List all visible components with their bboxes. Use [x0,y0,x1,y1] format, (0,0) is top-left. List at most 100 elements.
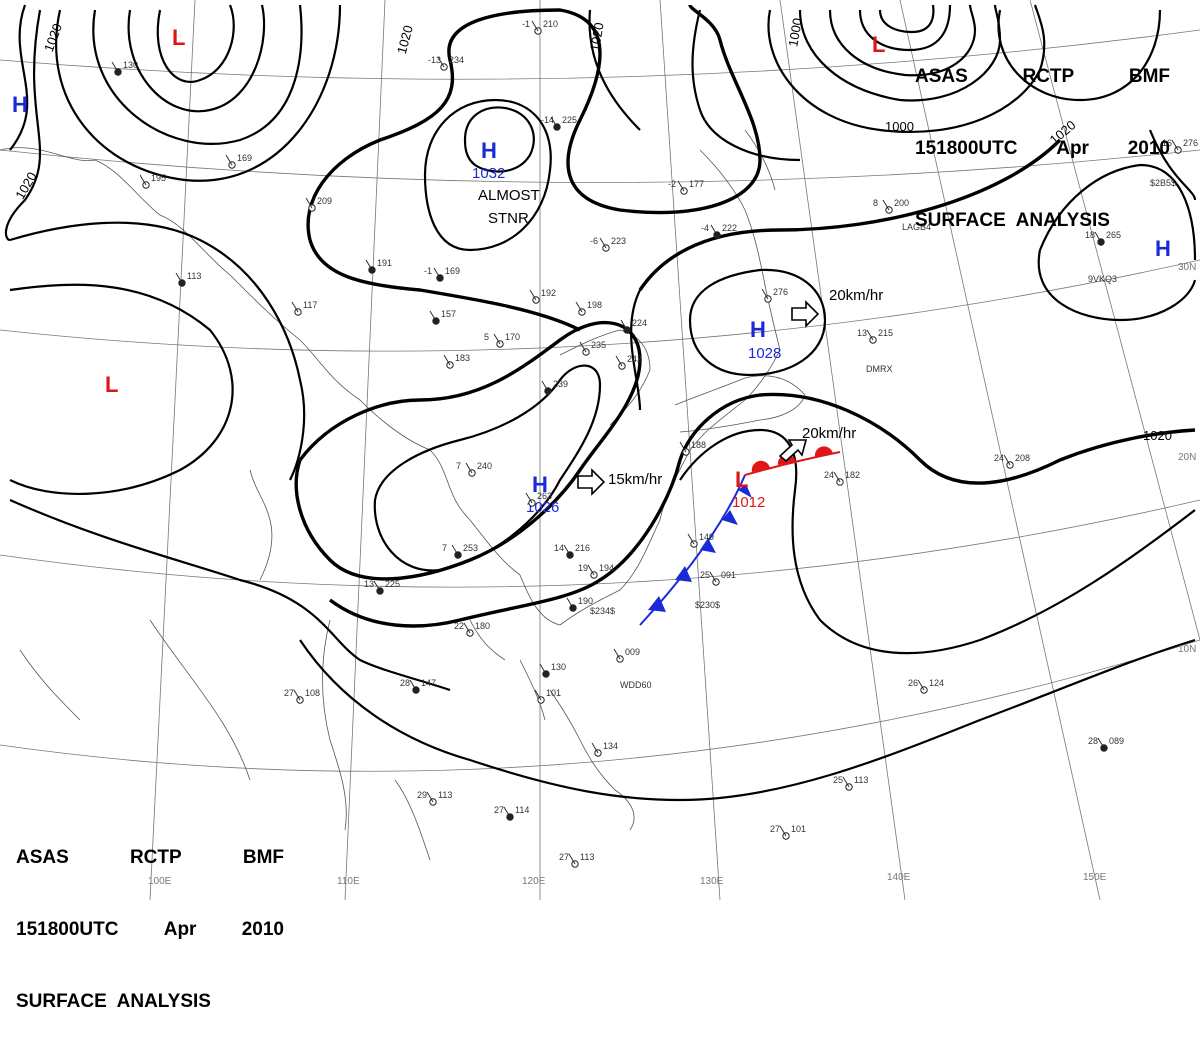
station-pressure: 113 [854,775,868,785]
station-pressure: 253 [463,543,478,553]
title-year: 2010 [1127,138,1170,159]
wind-barb-icon [1097,737,1105,749]
station-temperature: -1 [424,266,432,276]
wind-barb-icon [587,564,595,576]
station-ids: LAGB4 9VKQ3 DMRX WDD60 $230$ $234$ $2B5$ [590,178,1176,690]
station-plot: 209 [305,196,332,212]
station-id: 9VKQ3 [1088,274,1117,284]
station-temperature: -4 [701,223,709,233]
motion-arrows: 20km/hr 20km/hr 15km/hr [577,287,883,496]
lon-label: 120E [522,876,546,887]
station-temperature: -2 [668,179,676,189]
title-station: RCTP [1022,66,1075,87]
station-pressure: 242 [627,354,642,364]
station-temperature: 16 [1162,138,1172,148]
station-id: $230$ [695,600,720,610]
title-code: BMF [1128,66,1170,87]
title-product: ASAS [915,66,968,87]
station-pressure: 225 [562,115,577,125]
station-plot: 147 28 [400,678,436,694]
low-center-symbol: L [172,25,185,50]
station-plot: 114 27 [494,805,529,821]
title-month: Apr [1056,138,1089,159]
station-temperature: 27 [770,824,780,834]
station-pressure: 157 [441,309,456,319]
station-temperature: -13 [428,55,441,65]
station-plot: 265 18 [1085,230,1121,246]
wind-barb-icon [599,237,607,249]
station-pressure: 147 [421,678,436,688]
station-temperature: 29 [417,790,427,800]
lonlat-labels: 110E 120E 130E 140E 150E 100E 30N 20N 10… [148,262,1196,887]
station-plot: 263 [525,491,552,507]
title-year: 2010 [241,919,284,940]
high-center-value: 1028 [748,345,781,362]
motion-arrow-icon [791,300,820,328]
station-temperature: 19 [578,563,588,573]
station-plot: 091 25 [700,570,736,586]
station-plot: 089 28 [1088,736,1124,752]
wind-barb-icon [679,441,687,453]
isobars [4,4,1197,802]
wind-barb-icon [591,742,599,754]
station-pressure: 224 [632,318,647,328]
map-title-bottom: ASAS RCTP BMF 151800UTC Apr 2010 SURFACE… [16,798,284,1038]
wind-barb-icon [620,319,628,331]
almost-stationary-note: STNR [488,210,529,227]
station-plot: 149 [687,532,714,548]
lat-label: 30N [1178,262,1196,273]
station-plot: 108 27 [284,688,320,704]
wind-barb-icon [437,56,445,68]
station-plot: 208 24 [994,453,1030,469]
wind-barb-icon [409,679,417,691]
title-station: RCTP [129,847,182,868]
station-plot: 210 -1 [522,19,558,35]
station-plot: 182 24 [824,470,860,486]
station-pressure: 134 [603,741,618,751]
wind-barb-icon [709,571,717,583]
almost-stationary-note: ALMOST [478,187,540,204]
station-plot: 117 [291,300,317,316]
station-plot: 101 [534,688,561,704]
high-center-symbol: H [12,92,28,117]
station-pressure: 180 [475,621,490,631]
wind-barb-icon [1094,231,1102,243]
station-plot: 188 [679,440,706,456]
station-plot: 195 [139,173,166,189]
station-plot: 253 7 [442,543,478,559]
wind-barb-icon [917,679,925,691]
cold-front [639,474,752,626]
station-temperature: 24 [824,470,834,480]
station-id: $2B5$ [1150,178,1176,188]
station-temperature: -6 [590,236,598,246]
station-pressure: 265 [1106,230,1121,240]
station-pressure: 192 [541,288,556,298]
station-pressure: 200 [894,198,909,208]
station-temperature: 5 [484,332,489,342]
station-temperature: 25 [700,570,710,580]
high-center-value: 1032 [472,165,505,182]
wind-barb-icon [1171,139,1179,151]
station-plot: 113 25 [833,775,868,791]
station-temperature: 26 [908,678,918,688]
wind-barb-icon [525,492,533,504]
station-pressure: 190 [578,596,593,606]
station-temperature: -1 [522,19,530,29]
station-id: WDD60 [620,680,652,690]
wind-barb-icon [677,180,685,192]
motion-speed: 20km/hr [829,287,883,304]
station-plot: 235 [579,340,606,356]
station-plot: 276 16 [1162,138,1198,154]
station-pressure: 208 [1015,453,1030,463]
wind-barb-icon [493,333,501,345]
station-pressure: 117 [303,300,317,310]
station-pressure: 225 [385,579,400,589]
wind-barb-icon [615,355,623,367]
station-temperature: 24 [994,453,1004,463]
wind-barb-icon [503,806,511,818]
station-plot: 216 14 [554,543,590,559]
station-plot: 169 -1 [424,266,460,282]
station-plot: 240 7 [456,461,492,477]
wind-barb-icon [842,776,850,788]
